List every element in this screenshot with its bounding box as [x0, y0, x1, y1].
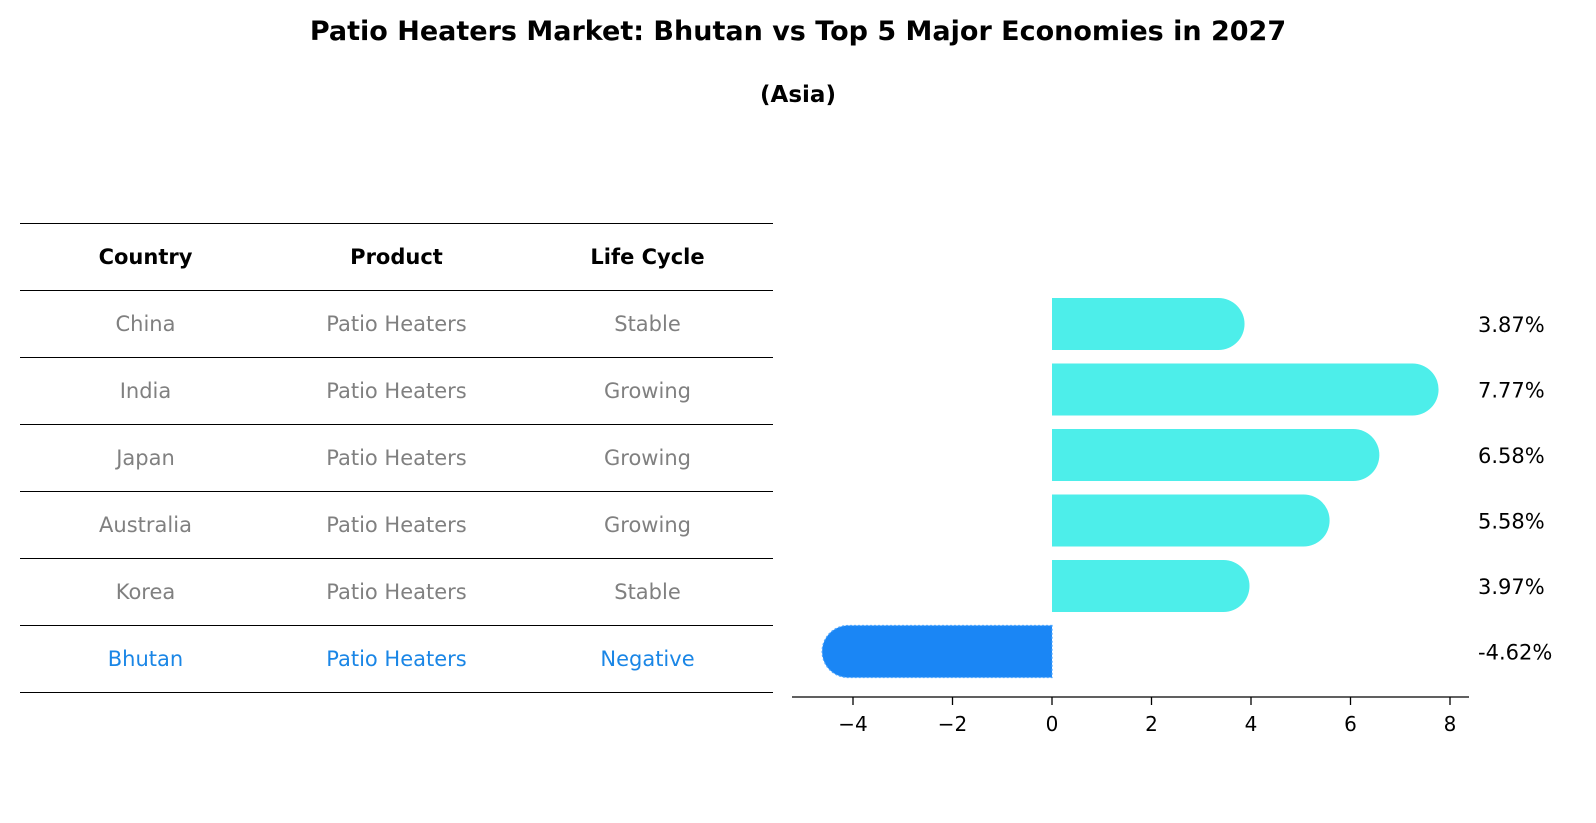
x-tick-label: 4: [1245, 712, 1258, 736]
cell-country: China: [20, 290, 271, 358]
value-label: 7.77%: [1478, 379, 1545, 403]
chart-subtitle: (Asia): [760, 82, 836, 108]
value-label: 5.58%: [1478, 510, 1545, 534]
x-tick-label: 2: [1145, 712, 1158, 736]
table-row: China Patio Heaters Stable: [20, 290, 773, 358]
cell-life-cycle: Growing: [522, 491, 773, 559]
cell-product: Patio Heaters: [271, 290, 522, 358]
table-row: Australia Patio Heaters Growing: [20, 491, 773, 559]
country-table: Country Product Life Cycle China Patio H…: [20, 223, 773, 693]
x-tick-label: 6: [1344, 712, 1357, 736]
table-row: Korea Patio Heaters Stable: [20, 558, 773, 626]
x-tick-label: −2: [938, 712, 967, 736]
cell-product: Patio Heaters: [271, 491, 522, 559]
cell-country: Korea: [20, 558, 271, 626]
cell-life-cycle: Stable: [522, 290, 773, 358]
x-tick-label: 8: [1444, 712, 1457, 736]
x-tick-label: 0: [1046, 712, 1059, 736]
value-label: 3.87%: [1478, 313, 1545, 337]
table-header-row: Country Product Life Cycle: [20, 223, 773, 291]
value-label: 3.97%: [1478, 575, 1545, 599]
cell-country: India: [20, 357, 271, 425]
cell-country: Bhutan: [20, 625, 271, 693]
table-row-highlight: Bhutan Patio Heaters Negative: [20, 625, 773, 693]
cell-life-cycle: Negative: [522, 625, 773, 693]
cell-life-cycle: Stable: [522, 558, 773, 626]
cell-product: Patio Heaters: [271, 357, 522, 425]
table-row: India Patio Heaters Growing: [20, 357, 773, 425]
cell-product: Patio Heaters: [271, 625, 522, 693]
bar-india: [1052, 363, 1439, 416]
column-header-life-cycle: Life Cycle: [522, 223, 773, 291]
x-tick-label: −4: [838, 712, 867, 736]
bar-korea: [1052, 560, 1250, 612]
cell-product: Patio Heaters: [271, 424, 522, 492]
cell-life-cycle: Growing: [522, 424, 773, 492]
cell-country: Australia: [20, 491, 271, 559]
cell-country: Japan: [20, 424, 271, 492]
cell-product: Patio Heaters: [271, 558, 522, 626]
chart-title: Patio Heaters Market: Bhutan vs Top 5 Ma…: [309, 16, 1287, 47]
cell-life-cycle: Growing: [522, 357, 773, 425]
bar-bhutan: [821, 624, 1053, 679]
value-label: -4.62%: [1478, 641, 1552, 665]
bar-japan: [1052, 429, 1380, 481]
table-row: Japan Patio Heaters Growing: [20, 424, 773, 492]
column-header-country: Country: [20, 223, 271, 291]
column-header-product: Product: [271, 223, 522, 291]
bar-australia: [1052, 494, 1330, 547]
bar-china: [1052, 298, 1245, 350]
value-label: 6.58%: [1478, 444, 1545, 468]
